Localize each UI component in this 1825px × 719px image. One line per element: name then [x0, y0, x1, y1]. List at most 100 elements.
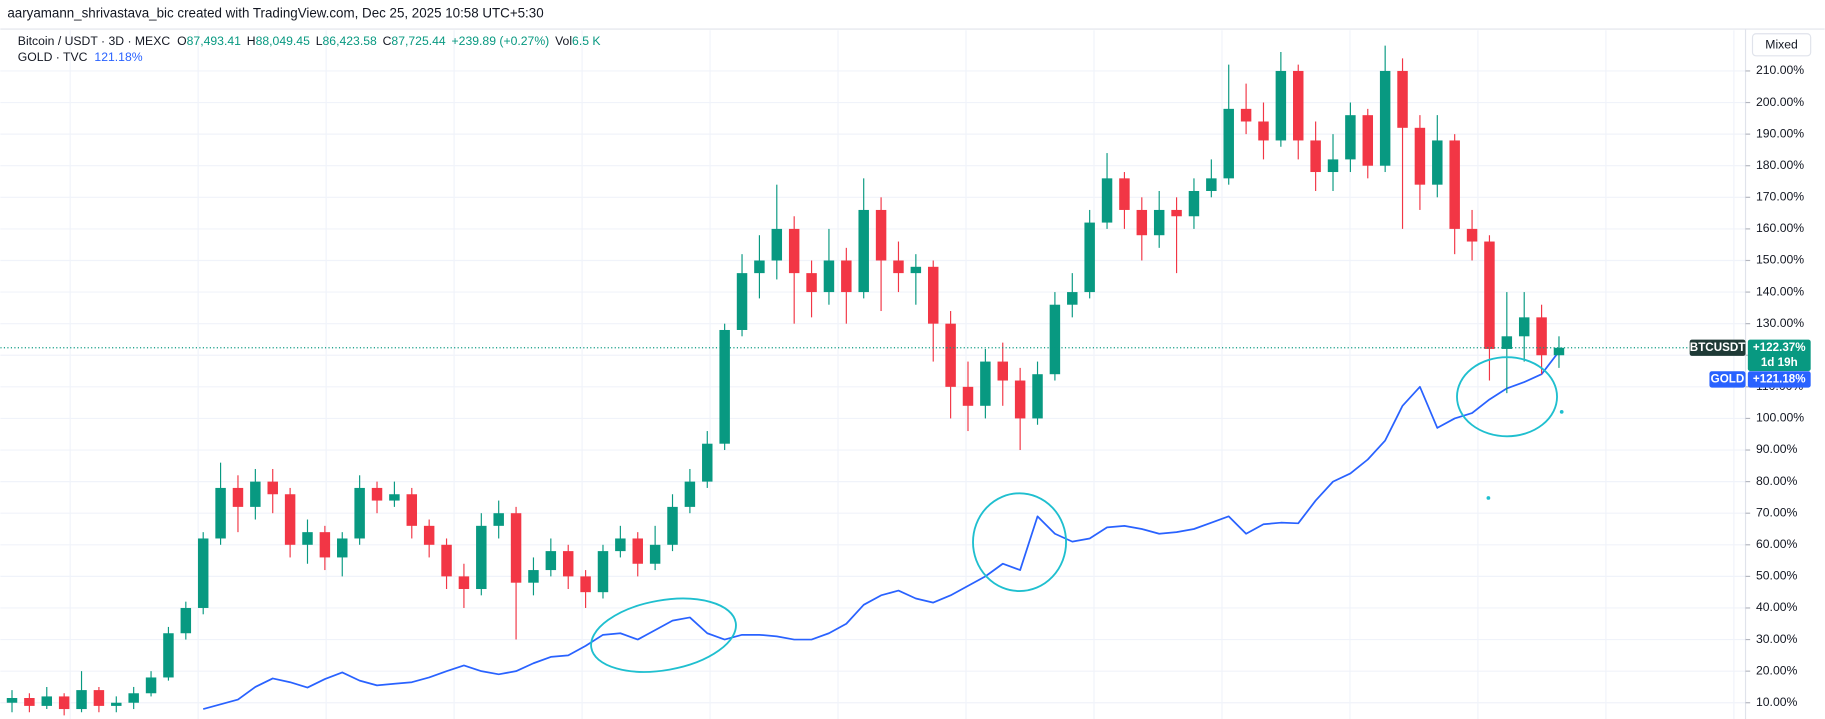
legend-main: Bitcoin / USDT · 3D · MEXC O87,493.41 H88,… [18, 34, 601, 48]
y-tick-label: 150.00% [1756, 253, 1804, 267]
legend-close: 87,725.44 [391, 34, 446, 48]
y-tick-label: 160.00% [1756, 221, 1804, 235]
annotation-circle [590, 597, 737, 673]
candle-body [145, 677, 157, 694]
candle-body [1153, 209, 1165, 236]
candle-body [1049, 304, 1061, 375]
symbol-tag [1689, 339, 1746, 356]
candle-body [93, 690, 105, 706]
candle-body [389, 494, 400, 501]
candle-body [423, 525, 435, 545]
candle-body [1362, 115, 1374, 166]
candle-body [1345, 115, 1356, 160]
candle-body [1466, 228, 1478, 242]
symbol-tag-label: GOLD [1711, 373, 1745, 386]
legend-compare-value: 121.18% [94, 50, 142, 64]
candle-body [1101, 178, 1113, 223]
y-tick-label: 170.00% [1756, 190, 1804, 204]
candle-body [476, 525, 487, 590]
plot [0, 45, 1746, 716]
candle-body [1397, 70, 1408, 128]
legend-symbol: Bitcoin / USDT · 3D · MEXC [18, 34, 171, 48]
countdown-label: 1d 19h [1761, 356, 1798, 369]
candle-body [458, 576, 470, 590]
annotation-circle [972, 492, 1068, 592]
candle-body [980, 361, 991, 406]
candle-body [1136, 209, 1148, 236]
candle-body [1258, 121, 1269, 141]
candle-body [1553, 347, 1565, 356]
candle-body [719, 329, 730, 444]
candle-body [927, 266, 939, 324]
annotations [590, 356, 1564, 673]
candle-body [1379, 70, 1391, 166]
y-tick-label: 140.00% [1756, 284, 1804, 298]
candle-body [893, 260, 904, 274]
candle-body [1518, 317, 1530, 337]
candle-body [597, 551, 609, 593]
candle-body [632, 538, 643, 564]
candle-body [771, 228, 783, 261]
candle-body [284, 494, 296, 545]
legend-key: C [383, 34, 392, 48]
candle-body [6, 698, 18, 703]
y-tick-label: 50.00% [1756, 569, 1798, 583]
annotation-dot [1486, 496, 1491, 500]
candle-body [163, 633, 174, 678]
line-series [202, 350, 1560, 710]
candle-body [788, 228, 800, 274]
price-axis: 10.00% 20.00% 30.00% 40.00% 50.00% 60.00% 70.0… [1745, 63, 1804, 709]
candle-body [197, 538, 209, 608]
candle-body [910, 266, 922, 274]
candle-body [1310, 140, 1321, 173]
candle-body [1014, 380, 1026, 419]
candle-body [1432, 140, 1443, 185]
scale-mode[interactable]: Mixed [1765, 38, 1798, 52]
candle-body [945, 323, 956, 387]
scale-mode-button[interactable] [1751, 33, 1812, 57]
price-tag-label: +122.37% [1753, 341, 1806, 354]
y-tick-label: 90.00% [1756, 442, 1798, 456]
price-tags: GOLD +121.18% BTCUSDT +122.37% 1d 19h [1689, 339, 1811, 388]
candle-body [1327, 159, 1339, 173]
price-tag [1747, 339, 1811, 372]
candle-body [806, 273, 817, 293]
annotation-dot [1559, 409, 1564, 414]
price-tag [1747, 371, 1811, 388]
candle-body [1449, 140, 1460, 229]
candle-body [267, 481, 278, 495]
candle-body [1119, 178, 1130, 210]
candle-body [1188, 190, 1200, 217]
symbol-tag-label: BTCUSDT [1690, 341, 1746, 354]
candle-body [1293, 70, 1304, 141]
y-tick-label: 100.00% [1756, 411, 1804, 425]
candle-body [1275, 70, 1287, 141]
legend-change: +239.89 (+0.27%) [452, 34, 550, 48]
legend-compare-symbol: GOLD · TVC [18, 50, 88, 64]
candle-body [580, 576, 591, 593]
candle-body [41, 696, 53, 706]
candle-body [1240, 108, 1252, 122]
candle-body [180, 607, 192, 634]
candle-body [337, 538, 348, 558]
candle-body [58, 696, 70, 710]
y-tick-label: 190.00% [1756, 126, 1804, 140]
legend-volume: 6.5 K [572, 34, 601, 48]
legend-high: 88,049.45 [256, 34, 311, 48]
candle-body [24, 698, 35, 706]
candle-body [76, 690, 87, 710]
y-tick-label: 180.00% [1756, 158, 1804, 172]
y-tick-label: 40.00% [1756, 600, 1798, 614]
candle-body [406, 494, 418, 526]
candle-body [736, 273, 748, 330]
candle-body [1223, 108, 1234, 179]
legend-key: H [247, 34, 256, 48]
candle-body [1171, 209, 1182, 217]
legend-open: 87,493.41 [187, 34, 242, 48]
y-tick-label: 210.00% [1756, 63, 1804, 77]
candle-body [493, 513, 504, 526]
grid [0, 30, 1746, 719]
legend-key: L [316, 34, 323, 48]
